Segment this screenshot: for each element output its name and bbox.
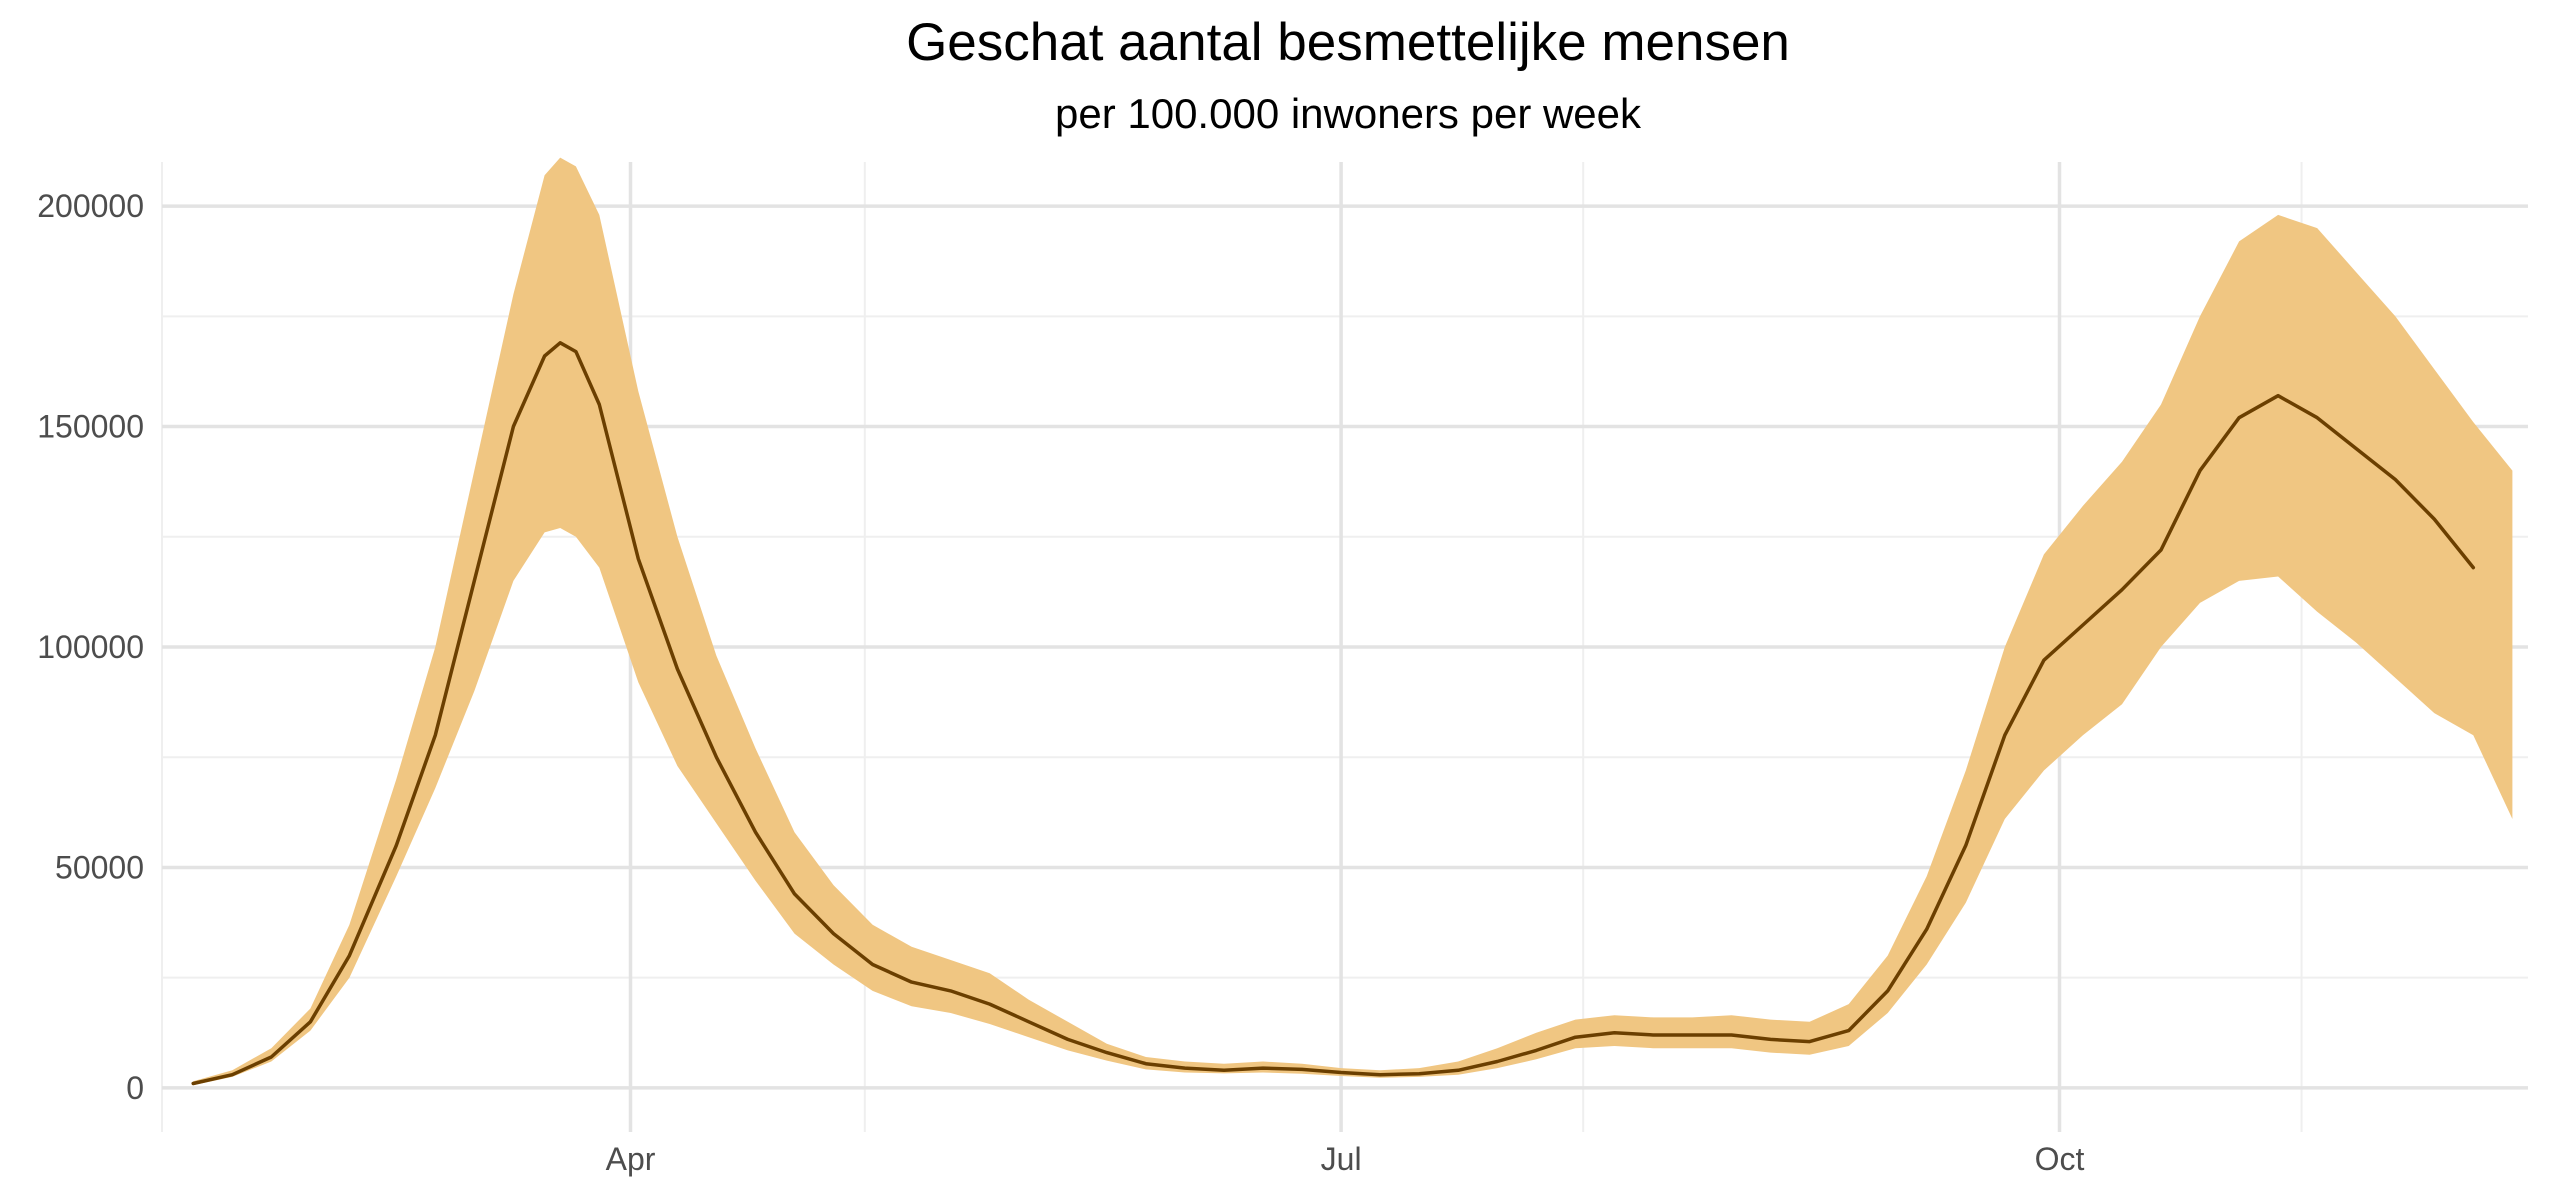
estimate-line bbox=[191, 341, 2476, 1086]
x-axis-tick-labels: Apr Jul Oct bbox=[606, 1141, 2085, 1177]
chart-title: Geschat aantal besmettelijke mensen bbox=[906, 13, 1790, 72]
x-tick-label: Oct bbox=[2035, 1141, 2085, 1177]
y-tick-label: 200000 bbox=[37, 188, 144, 224]
chart-subtitle: per 100.000 inwoners per week bbox=[1055, 90, 1642, 137]
x-tick-label: Apr bbox=[606, 1141, 656, 1177]
estimate-line-layer bbox=[191, 341, 2476, 1086]
y-tick-label: 150000 bbox=[37, 409, 144, 445]
x-tick-label: Jul bbox=[1321, 1141, 1362, 1177]
y-tick-label: 0 bbox=[126, 1070, 144, 1106]
y-axis-tick-labels: 0 50000 100000 150000 200000 bbox=[37, 188, 144, 1106]
confidence-band-layer bbox=[193, 157, 2513, 1086]
confidence-band bbox=[193, 157, 2513, 1086]
y-tick-label: 100000 bbox=[37, 629, 144, 665]
y-tick-label: 50000 bbox=[55, 849, 144, 885]
